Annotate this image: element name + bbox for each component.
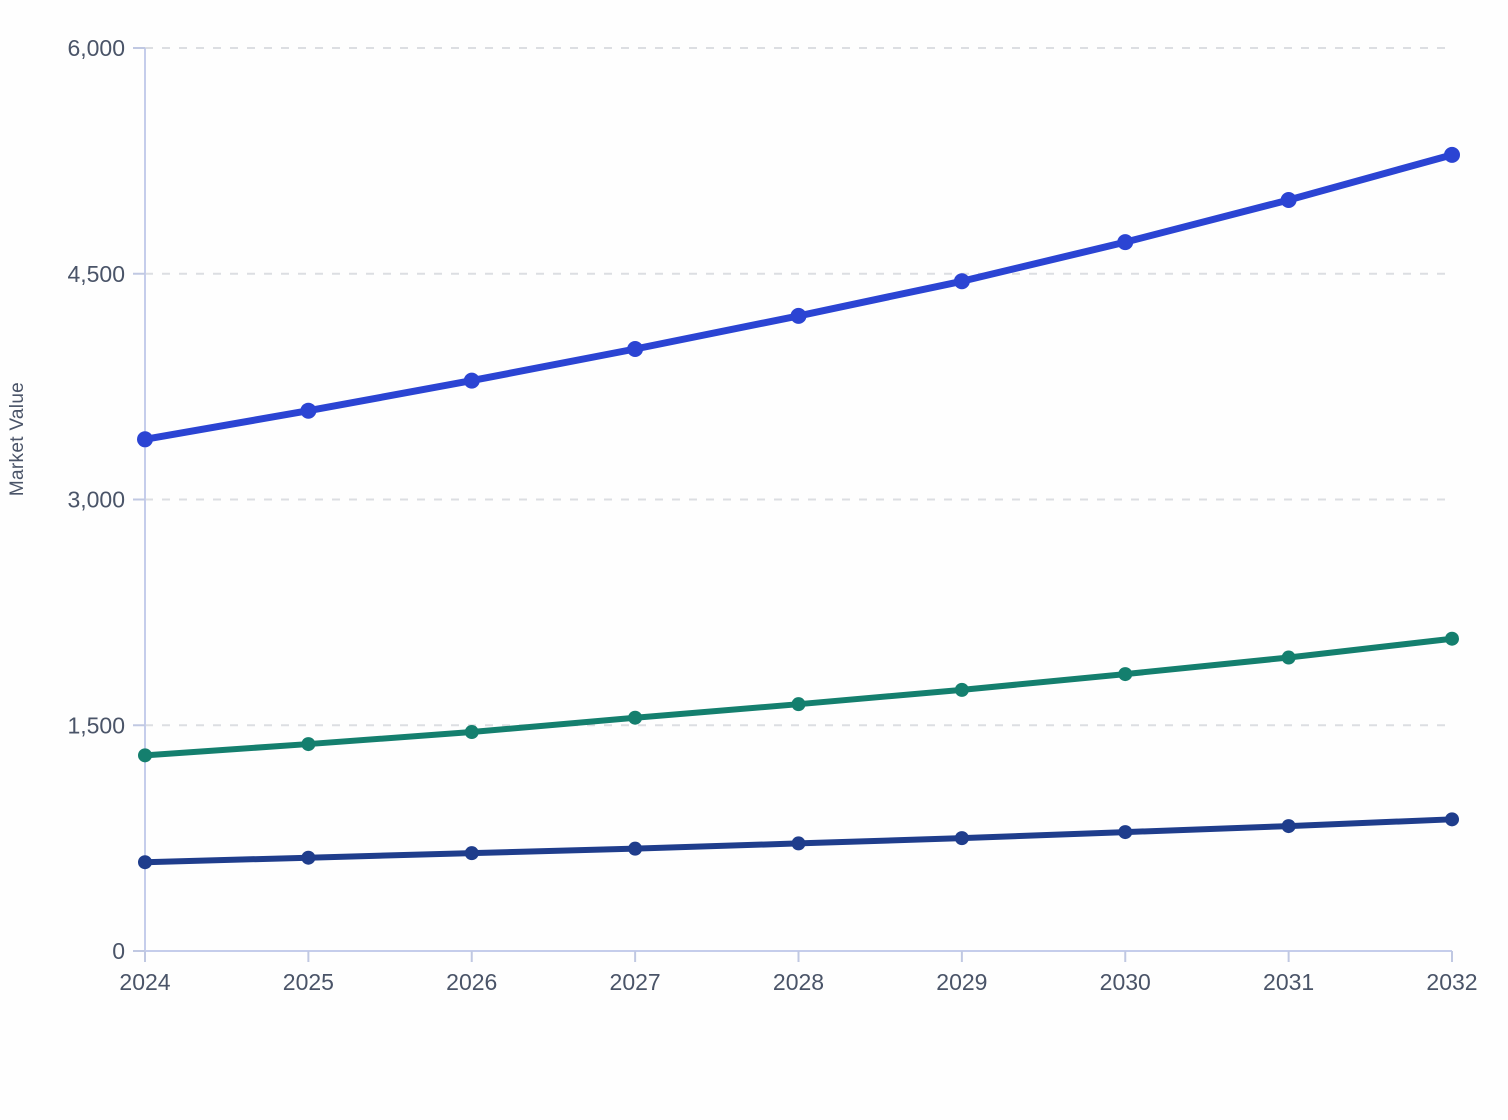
x-tick-label: 2024 [119, 969, 170, 995]
data-point-navy-series [1445, 812, 1459, 827]
data-point-teal-series [301, 737, 316, 752]
data-point-royal-blue-series [1280, 192, 1297, 209]
y-tick-label: 0 [112, 938, 125, 964]
y-axis-title: Market Value [7, 381, 28, 497]
series-line-teal-series [142, 635, 1455, 759]
y-tick-label: 4,500 [67, 261, 125, 287]
data-point-royal-blue-series [1117, 234, 1134, 251]
data-point-navy-series [301, 850, 316, 865]
data-point-navy-series [628, 841, 643, 856]
data-point-navy-series [1281, 819, 1296, 834]
data-point-teal-series [791, 697, 806, 712]
data-point-navy-series [1118, 825, 1133, 840]
x-tick-label: 2031 [1263, 969, 1314, 995]
x-tick-label: 2028 [773, 969, 824, 995]
data-point-royal-blue-series [463, 372, 480, 389]
x-tick-label: 2030 [1100, 969, 1151, 995]
data-point-navy-series [954, 831, 969, 846]
x-tick-label: 2032 [1426, 969, 1477, 995]
data-point-royal-blue-series [137, 431, 153, 448]
y-tick-label: 3,000 [67, 487, 125, 513]
data-point-royal-blue-series [300, 402, 317, 419]
data-point-royal-blue-series [1444, 146, 1460, 163]
data-point-teal-series [464, 725, 479, 740]
y-tick-label: 6,000 [67, 35, 125, 61]
data-point-teal-series [628, 710, 643, 725]
x-tick-label: 2029 [936, 969, 987, 995]
data-point-teal-series [1281, 650, 1296, 665]
x-tick-label: 2025 [283, 969, 334, 995]
data-point-royal-blue-series [953, 273, 970, 290]
data-point-royal-blue-series [790, 307, 807, 324]
y-tick-label: 1,500 [67, 712, 125, 738]
series-line-royal-blue-series [141, 151, 1456, 443]
data-point-navy-series [138, 855, 152, 870]
data-point-teal-series [138, 748, 152, 763]
data-point-teal-series [954, 682, 969, 697]
data-point-navy-series [791, 836, 806, 851]
x-tick-label: 2026 [446, 969, 497, 995]
data-point-royal-blue-series [627, 341, 644, 357]
x-tick-label: 2027 [610, 969, 661, 995]
data-point-navy-series [464, 846, 479, 861]
data-point-teal-series [1118, 667, 1133, 682]
data-point-teal-series [1445, 631, 1459, 646]
